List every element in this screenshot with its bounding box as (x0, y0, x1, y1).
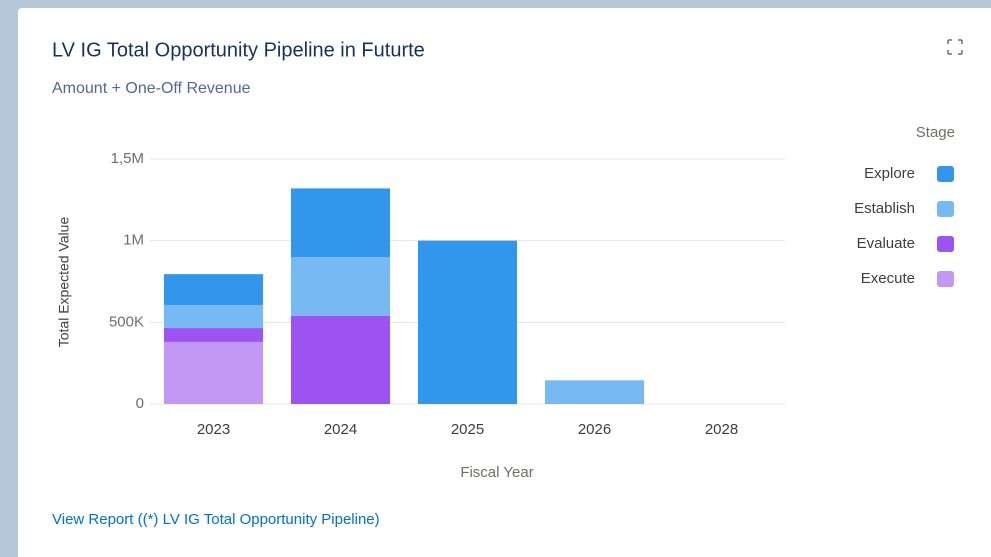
bar-segment (163, 274, 264, 306)
legend-swatch (937, 271, 954, 287)
x-tick-label: 2025 (451, 421, 484, 438)
legend-swatch (937, 236, 954, 252)
bar-segment (163, 305, 264, 329)
bar-segment (290, 315, 391, 404)
bar-segment (544, 380, 645, 404)
legend-label: Execute (861, 270, 915, 287)
chart-title: LV IG Total Opportunity Pipeline in Futu… (52, 39, 425, 61)
bar-segment (163, 328, 264, 342)
y-tick-label: 500K (109, 313, 144, 330)
bar-segment (163, 341, 264, 404)
legend-label: Establish (854, 200, 915, 217)
x-tick-label: 2024 (324, 421, 357, 438)
x-tick-label: 2028 (705, 421, 738, 438)
legend-swatch (937, 201, 954, 217)
legend-label: Evaluate (857, 235, 915, 252)
expand-icon[interactable] (947, 39, 963, 55)
x-tick-label: 2023 (197, 421, 230, 438)
x-axis-label: Fiscal Year (460, 464, 533, 481)
legend-label: Explore (864, 165, 915, 182)
legend-title: Stage (916, 124, 955, 141)
y-tick-label: 1M (123, 232, 144, 249)
x-tick-label: 2026 (578, 421, 611, 438)
legend-swatch (937, 166, 954, 182)
report-link[interactable]: View Report ((*) LV IG Total Opportunity… (52, 511, 380, 528)
bar-segment (290, 188, 391, 257)
chart-subtitle: Amount + One-Off Revenue (52, 80, 251, 97)
y-tick-label: 1,5M (111, 150, 144, 167)
bar-segment (290, 257, 391, 316)
y-tick-label: 0 (136, 395, 144, 412)
y-axis-label: Total Expected Value (56, 217, 72, 348)
bar-segment (417, 240, 518, 404)
